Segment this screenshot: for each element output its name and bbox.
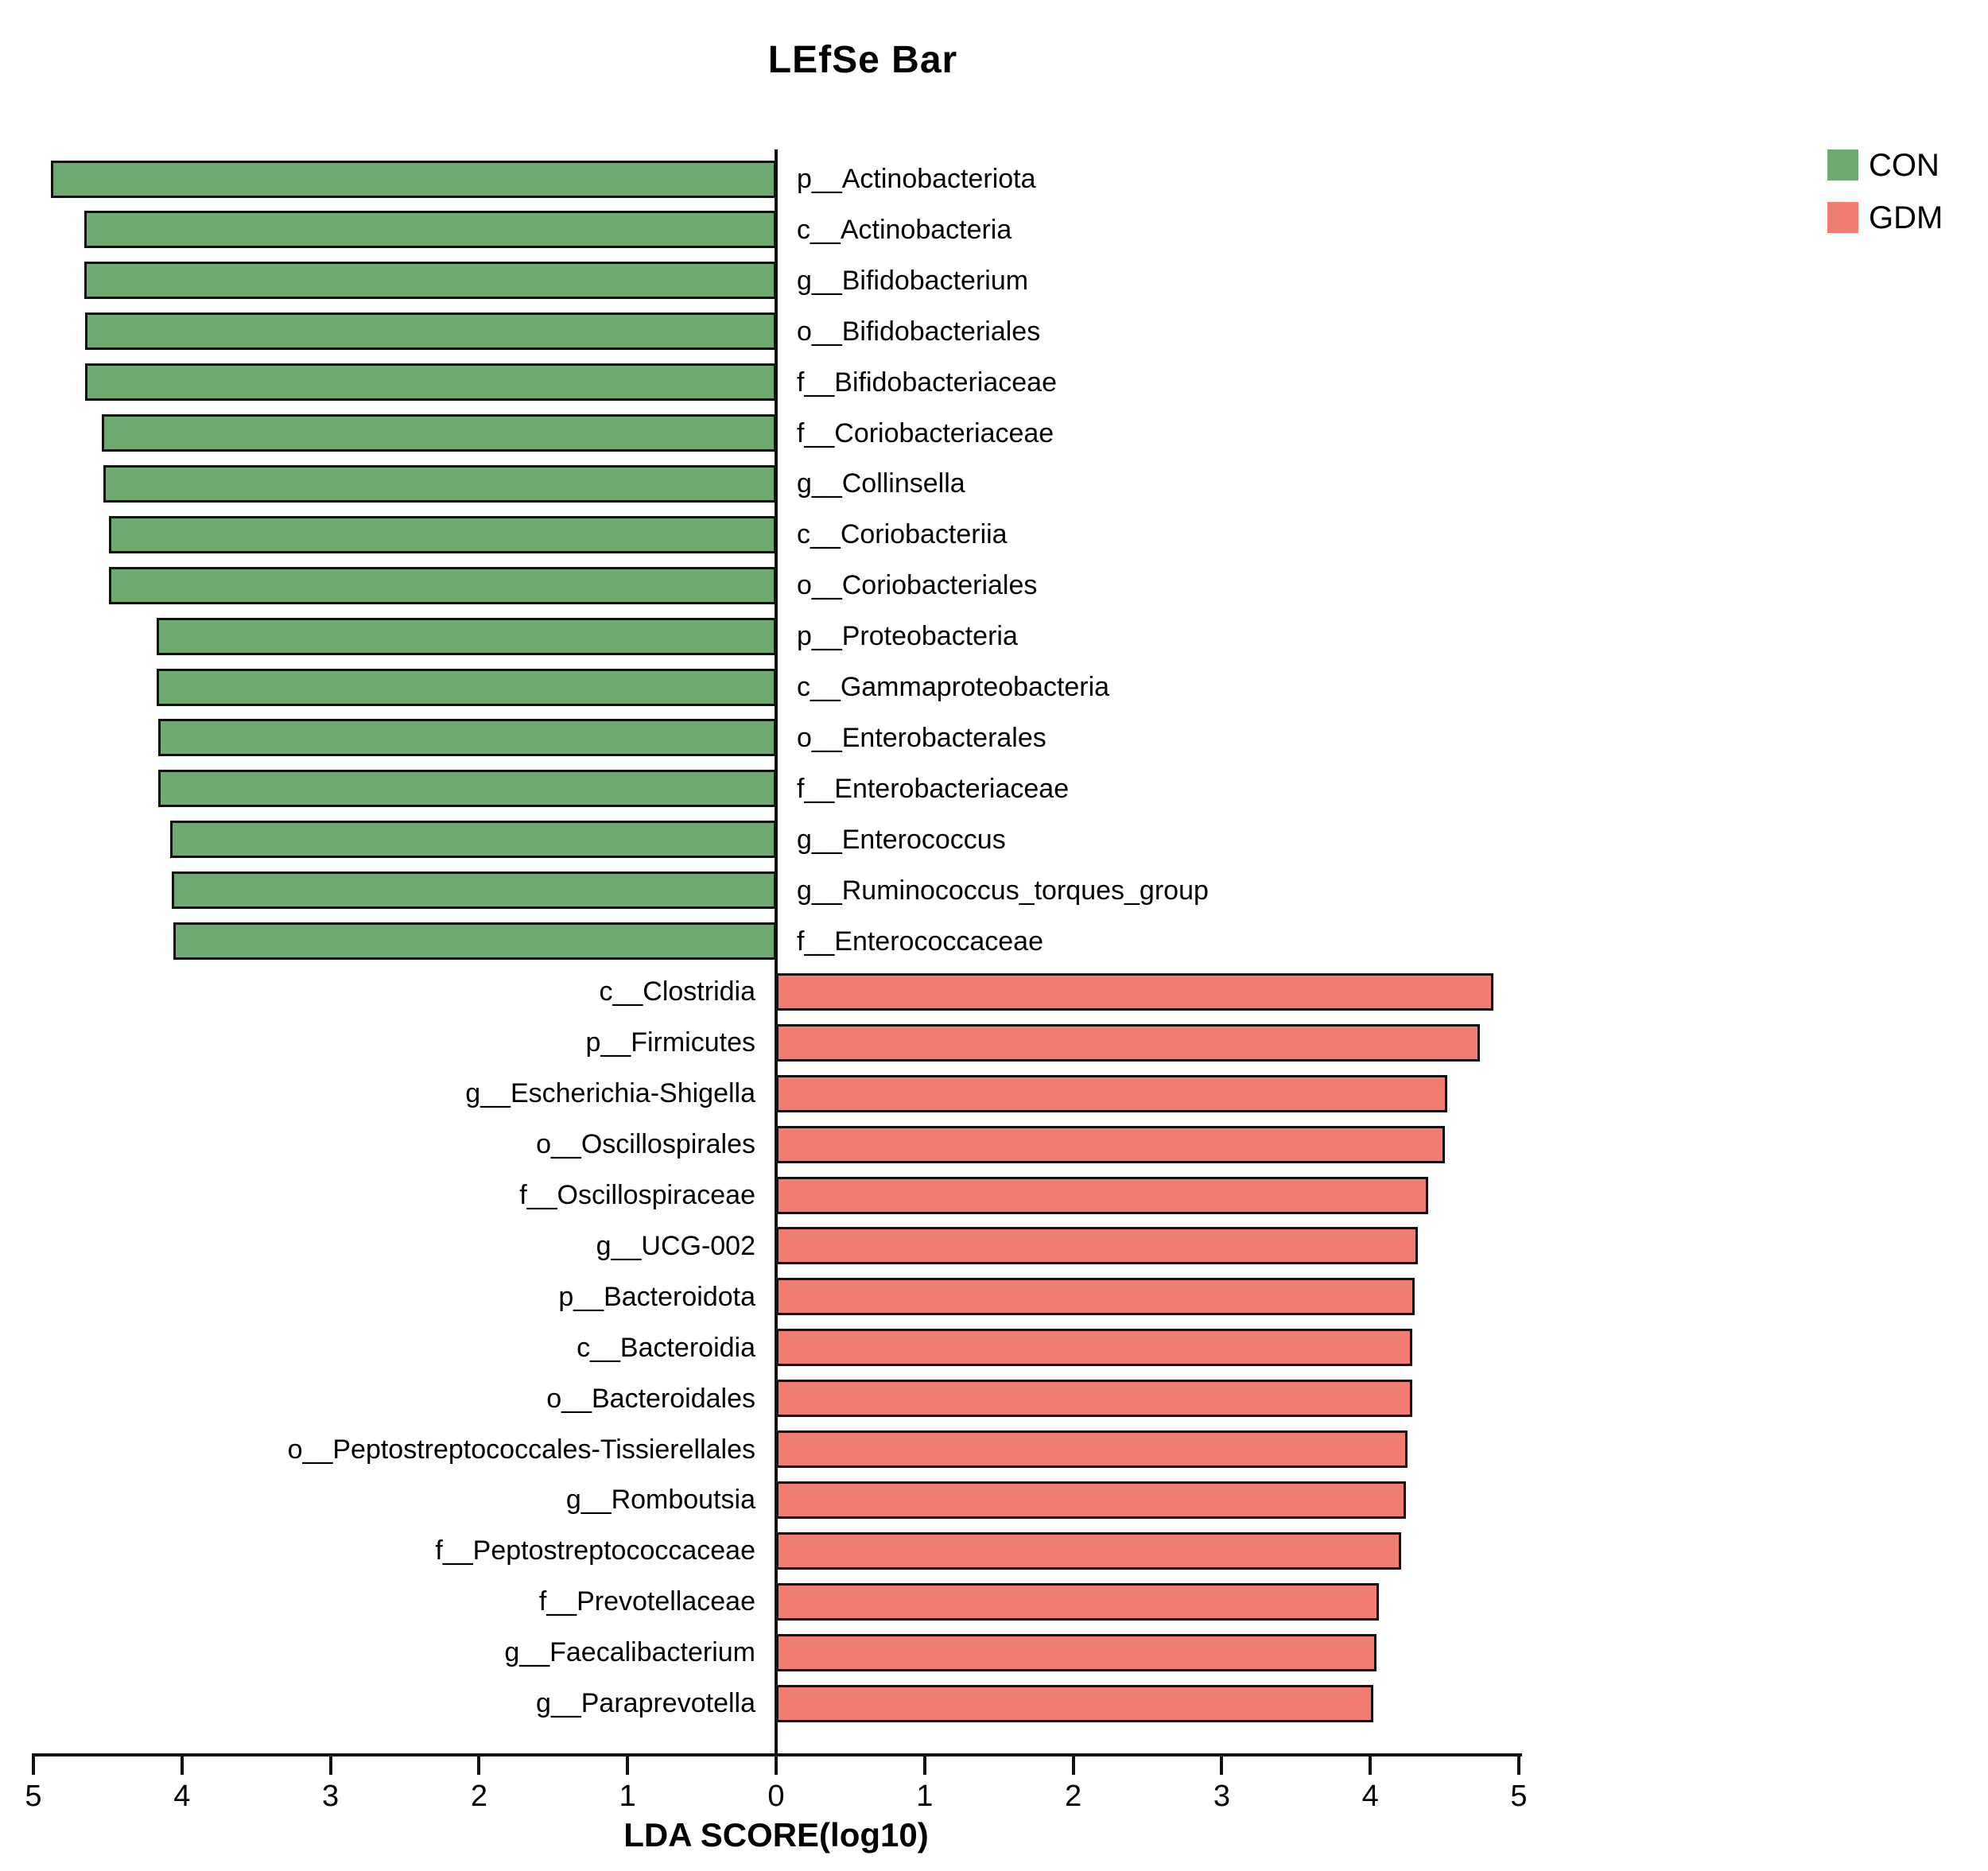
x-axis-line [32, 1753, 1522, 1756]
chart-title: LEfSe Bar [767, 39, 958, 81]
x-axis-tick-label: 1 [916, 1780, 934, 1813]
x-axis-tick-label: 5 [25, 1780, 42, 1813]
gdm-color-swatch [1827, 202, 1858, 233]
taxon-label: g__Ruminococcus_torques_group [797, 875, 1209, 906]
taxon-label: g__Paraprevotella [536, 1688, 755, 1718]
bar-gdm [776, 1074, 1448, 1112]
taxon-label: o__Bacteroidales [546, 1383, 755, 1414]
taxon-label: p__Proteobacteria [797, 621, 1018, 652]
bar-con [109, 566, 776, 604]
taxon-label: p__Firmicutes [585, 1027, 755, 1058]
x-axis-tick [626, 1756, 630, 1775]
taxon-label: p__Actinobacteriota [797, 164, 1036, 194]
taxon-label: g__Collinsella [797, 468, 965, 499]
bar-gdm [776, 1531, 1402, 1570]
bar-con [85, 363, 776, 402]
taxon-label: f__Enterobacteriaceae [797, 773, 1070, 804]
x-axis-tick [328, 1756, 332, 1775]
taxon-label: o__Enterobacterales [797, 722, 1046, 753]
taxon-label: g__Faecalibacterium [504, 1637, 755, 1668]
taxon-label: f__Prevotellaceae [538, 1586, 755, 1617]
bar-gdm [776, 1023, 1481, 1062]
taxon-label: c__Coriobacteriia [797, 519, 1008, 550]
taxon-label: f__Coriobacteriaceae [797, 417, 1054, 448]
taxon-label: c__Bacteroidia [577, 1332, 755, 1363]
x-axis-tick [775, 1756, 778, 1775]
zero-axis-line [775, 149, 778, 1753]
bar-gdm [776, 1684, 1373, 1722]
bar-con [157, 617, 776, 655]
taxon-label: o__Peptostreptococcales-Tissierellales [287, 1434, 755, 1465]
taxon-label: c__Gammaproteobacteria [797, 672, 1110, 702]
bar-con [51, 160, 776, 198]
x-axis-tick [180, 1756, 184, 1775]
bar-gdm [776, 1125, 1445, 1163]
bar-con [83, 211, 776, 249]
taxon-label: f__Peptostreptococcaceae [435, 1535, 755, 1566]
x-axis-tick-label: 2 [470, 1780, 487, 1813]
x-axis-tick [1071, 1756, 1075, 1775]
bar-con [173, 922, 776, 960]
x-axis-title: LDA SCORE(log10) [623, 1816, 929, 1854]
bar-con [157, 668, 776, 706]
x-axis-tick-label: 4 [1361, 1780, 1379, 1813]
x-axis-tick [1220, 1756, 1224, 1775]
taxon-label: g__Romboutsia [565, 1485, 755, 1516]
bar-gdm [776, 1278, 1415, 1316]
x-axis-tick [1517, 1756, 1520, 1775]
bar-con [171, 871, 776, 910]
bar-gdm [776, 1380, 1412, 1418]
taxon-label: g__UCG-002 [596, 1230, 755, 1261]
bar-gdm [776, 1633, 1376, 1671]
taxon-label: o__Bifidobacteriales [797, 316, 1041, 347]
bar-con [157, 770, 776, 808]
bar-con [109, 515, 776, 553]
taxon-label: o__Oscillospirales [536, 1129, 755, 1160]
x-axis-tick [32, 1756, 35, 1775]
x-axis-tick [922, 1756, 926, 1775]
bar-con [157, 719, 776, 757]
legend-label-gdm: GDM [1869, 200, 1943, 235]
con-color-swatch [1827, 149, 1858, 181]
taxon-label: g__Enterococcus [797, 824, 1006, 855]
legend-label-con: CON [1869, 148, 1939, 183]
x-axis-tick-label: 2 [1065, 1780, 1082, 1813]
bar-gdm [776, 1176, 1429, 1214]
bar-con [85, 312, 776, 351]
taxon-label: p__Bacteroidota [558, 1281, 755, 1312]
taxon-label: g__Bifidobacterium [797, 265, 1029, 296]
taxon-label: c__Clostridia [599, 976, 755, 1007]
x-axis-tick-label: 3 [1213, 1780, 1230, 1813]
taxon-label: c__Actinobacteria [797, 214, 1012, 245]
taxon-label: f__Bifidobacteriaceae [797, 367, 1058, 398]
bar-gdm [776, 1227, 1418, 1265]
x-axis-tick-label: 0 [767, 1780, 785, 1813]
bar-con [83, 262, 776, 300]
x-axis-tick [477, 1756, 481, 1775]
taxon-label: g__Escherichia-Shigella [465, 1078, 755, 1109]
x-axis-tick-label: 5 [1510, 1780, 1528, 1813]
bar-con [103, 464, 776, 503]
bar-gdm [776, 972, 1494, 1011]
x-axis-tick [1369, 1756, 1373, 1775]
x-axis-tick-label: 3 [322, 1780, 340, 1813]
taxon-label: o__Coriobacteriales [797, 570, 1038, 601]
bar-gdm [776, 1582, 1380, 1621]
bar-con [169, 821, 776, 859]
bar-gdm [776, 1329, 1412, 1367]
x-axis-tick-label: 4 [173, 1780, 191, 1813]
bar-gdm [776, 1481, 1407, 1519]
taxon-label: f__Enterococcaceae [797, 926, 1043, 957]
bar-gdm [776, 1430, 1408, 1468]
bar-con [101, 414, 776, 452]
taxon-label: f__Oscillospiraceae [519, 1180, 755, 1210]
x-axis-tick-label: 1 [619, 1780, 636, 1813]
